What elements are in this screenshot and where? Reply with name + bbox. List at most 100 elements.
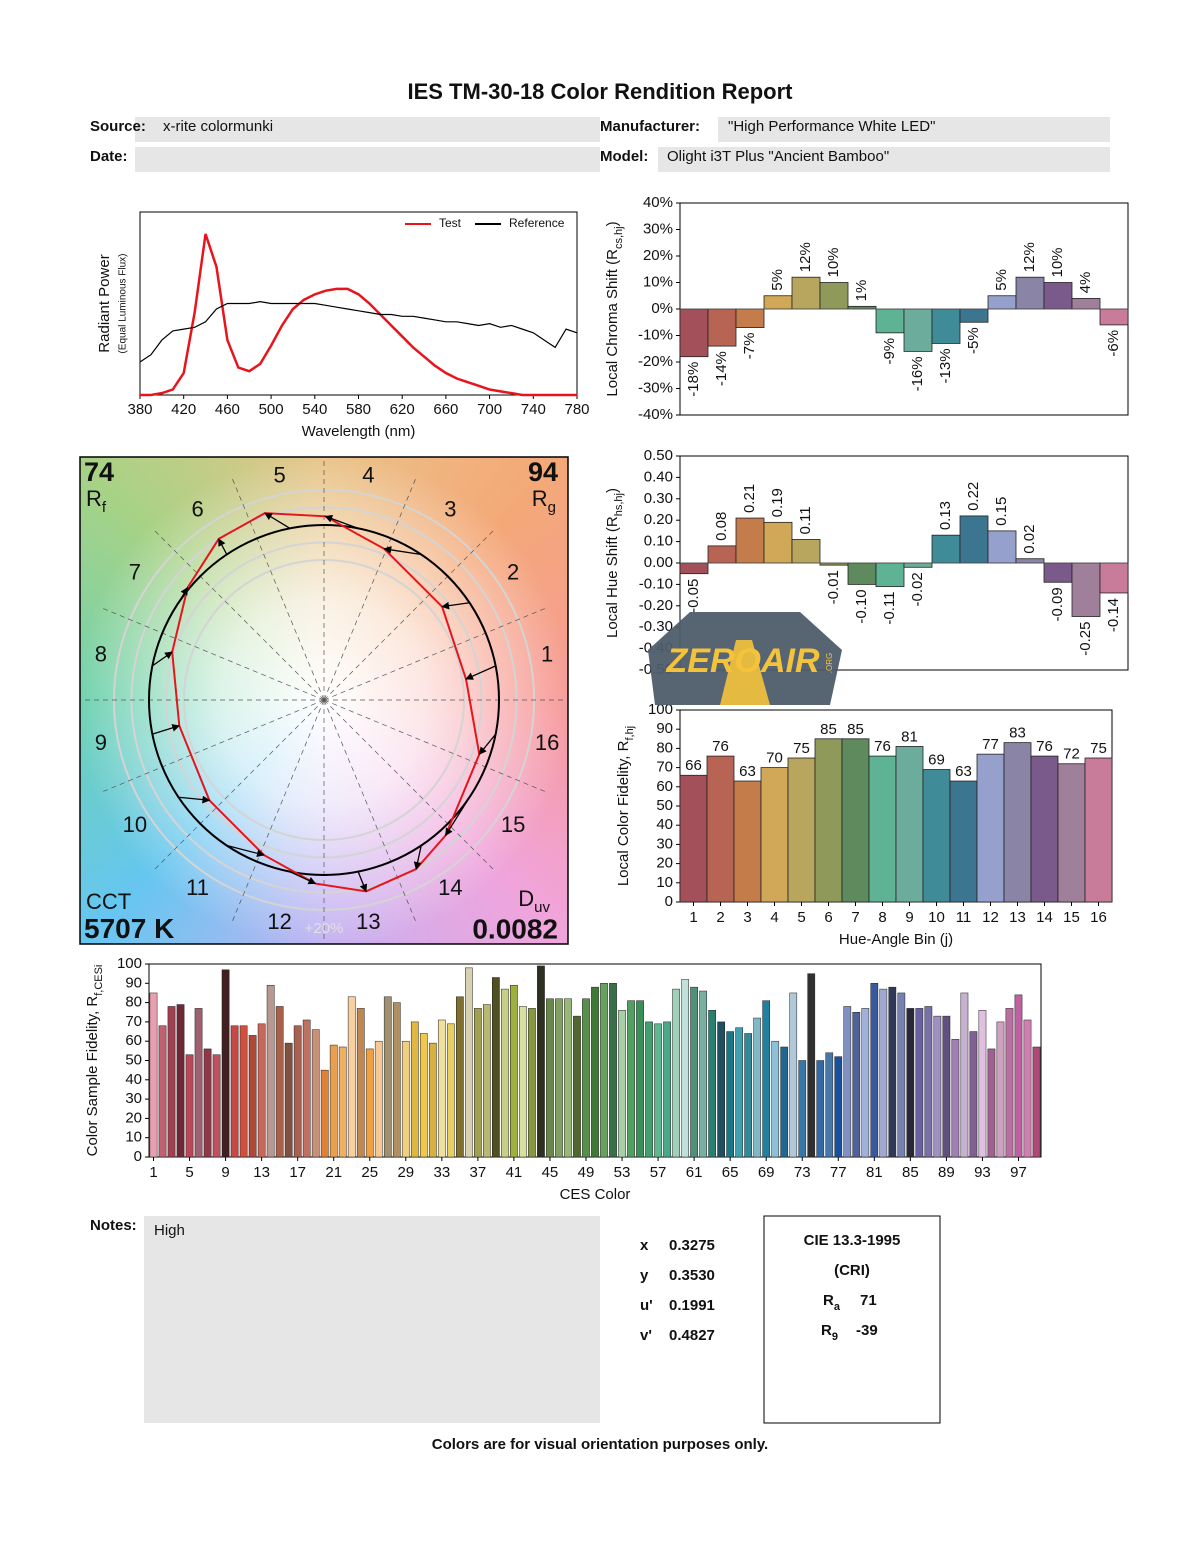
- bar: [203, 1048, 212, 1158]
- x-tick-label: 660: [433, 401, 458, 418]
- shift-arrow: [289, 871, 317, 885]
- shift-arrow: [478, 733, 497, 755]
- y-tick-label: -10%: [638, 326, 673, 343]
- value-label: 0.08: [713, 512, 730, 541]
- bar: [455, 996, 464, 1158]
- bin-boundary: [231, 478, 325, 701]
- bar: [410, 1021, 419, 1158]
- bin-boundary: [231, 699, 325, 922]
- y-axis-label: Local Hue Shift (Rhs,hj): [604, 488, 625, 638]
- bin-label: 12: [267, 909, 291, 934]
- bar: [582, 998, 590, 1158]
- y-tick-label: 40: [656, 816, 673, 833]
- x-tick-label: 500: [259, 401, 284, 418]
- r9-value: -39: [856, 1322, 878, 1339]
- y-tick-label: 40: [125, 1071, 142, 1088]
- shift-arrow: [226, 844, 265, 858]
- x-tick-label: 10: [928, 909, 945, 926]
- bar: [735, 308, 765, 328]
- value-label: -9%: [881, 338, 898, 365]
- bar: [834, 1056, 843, 1158]
- x-tick-label: 12: [982, 909, 999, 926]
- bar: [185, 1054, 194, 1158]
- shift-arrow: [445, 796, 471, 837]
- bar: [1043, 282, 1073, 310]
- y-tick-label: -20%: [638, 353, 673, 370]
- value-label: 72: [1063, 746, 1080, 763]
- x-tick-label: 5: [797, 909, 805, 926]
- x-tick-label: 61: [686, 1164, 703, 1181]
- bar: [1023, 1019, 1032, 1158]
- chromaticity: x 0.3275 y 0.3530 u' 0.1991 v' 0.4827: [640, 1237, 715, 1344]
- bar: [996, 1021, 1005, 1158]
- bar: [679, 562, 709, 575]
- x-tick-label: 380: [127, 401, 152, 418]
- y-axis-label-part: ): [604, 488, 621, 493]
- x-tick-label: 3: [743, 909, 751, 926]
- bar: [942, 1015, 951, 1158]
- x-tick-label: 11: [956, 909, 972, 926]
- shift-arrow: [218, 538, 228, 555]
- value-label: 83: [1009, 725, 1026, 742]
- x-tick-label: 49: [578, 1164, 595, 1181]
- bar: [987, 295, 1017, 310]
- ra-symbol: R: [823, 1292, 834, 1309]
- bar: [931, 534, 961, 564]
- x-tick-label: 620: [390, 401, 415, 418]
- field-box: [135, 147, 600, 172]
- x-tick-label: 6: [824, 909, 832, 926]
- y-tick-label: 90: [656, 720, 673, 737]
- value-label: 0.11: [797, 506, 814, 534]
- x-tick-label: 13: [1009, 909, 1026, 926]
- bar: [915, 1008, 924, 1158]
- bar: [627, 1000, 635, 1158]
- y-axis-label: Color Sample Fidelity, Rf,CESi: [84, 965, 105, 1157]
- bin-boundary: [102, 699, 325, 793]
- value-label: -13%: [937, 348, 954, 383]
- bar: [1084, 757, 1113, 903]
- chromaticity-label: u': [640, 1297, 653, 1314]
- bar: [787, 757, 816, 903]
- bar: [699, 990, 707, 1158]
- bar: [654, 1023, 662, 1158]
- bar: [329, 1044, 338, 1158]
- scale-label: +20%: [305, 920, 344, 937]
- chromaticity-label: y: [640, 1267, 649, 1284]
- bar: [573, 1015, 581, 1158]
- series-line: [139, 301, 578, 363]
- y-tick-label: 0.20: [644, 511, 673, 528]
- y-tick-label: 70: [125, 1013, 142, 1030]
- bar: [374, 1040, 383, 1158]
- bar: [401, 1040, 410, 1158]
- bin-label: 3: [444, 497, 456, 522]
- y-tick-label: 60: [656, 778, 673, 795]
- y-tick-label: 50: [125, 1051, 142, 1068]
- bin-label: 13: [356, 909, 380, 934]
- x-tick-label: 9: [905, 909, 913, 926]
- bar: [780, 1046, 789, 1158]
- x-tick-label: 1: [689, 909, 697, 926]
- bar: [446, 1023, 455, 1158]
- value-label: 4%: [1077, 272, 1094, 294]
- cri-subtitle: (CRI): [834, 1262, 870, 1279]
- notes-text: High: [154, 1222, 185, 1239]
- y-axis-label-part: Radiant Power: [96, 254, 113, 352]
- bar: [819, 562, 849, 566]
- y-axis-label-part: Local Color Fidelity, R: [615, 740, 632, 886]
- shift-arrow: [264, 512, 291, 529]
- y-tick-label: 20: [125, 1109, 142, 1126]
- y-tick-label: -0.30: [639, 618, 673, 635]
- x-tick-label: 7: [851, 909, 859, 926]
- x-tick-label: 21: [325, 1164, 342, 1181]
- bar: [906, 1008, 915, 1158]
- x-tick-label: 73: [794, 1164, 811, 1181]
- y-axis-label-part: f,CESi: [93, 965, 105, 996]
- y-tick-label: 100: [117, 955, 142, 972]
- value-label: 76: [712, 738, 729, 755]
- value-label: 75: [793, 740, 810, 757]
- bar: [870, 983, 879, 1158]
- footer: Colors are for visual orientation purpos…: [432, 1436, 768, 1453]
- field-box: [658, 147, 1110, 172]
- duv-symbol: D: [518, 886, 534, 911]
